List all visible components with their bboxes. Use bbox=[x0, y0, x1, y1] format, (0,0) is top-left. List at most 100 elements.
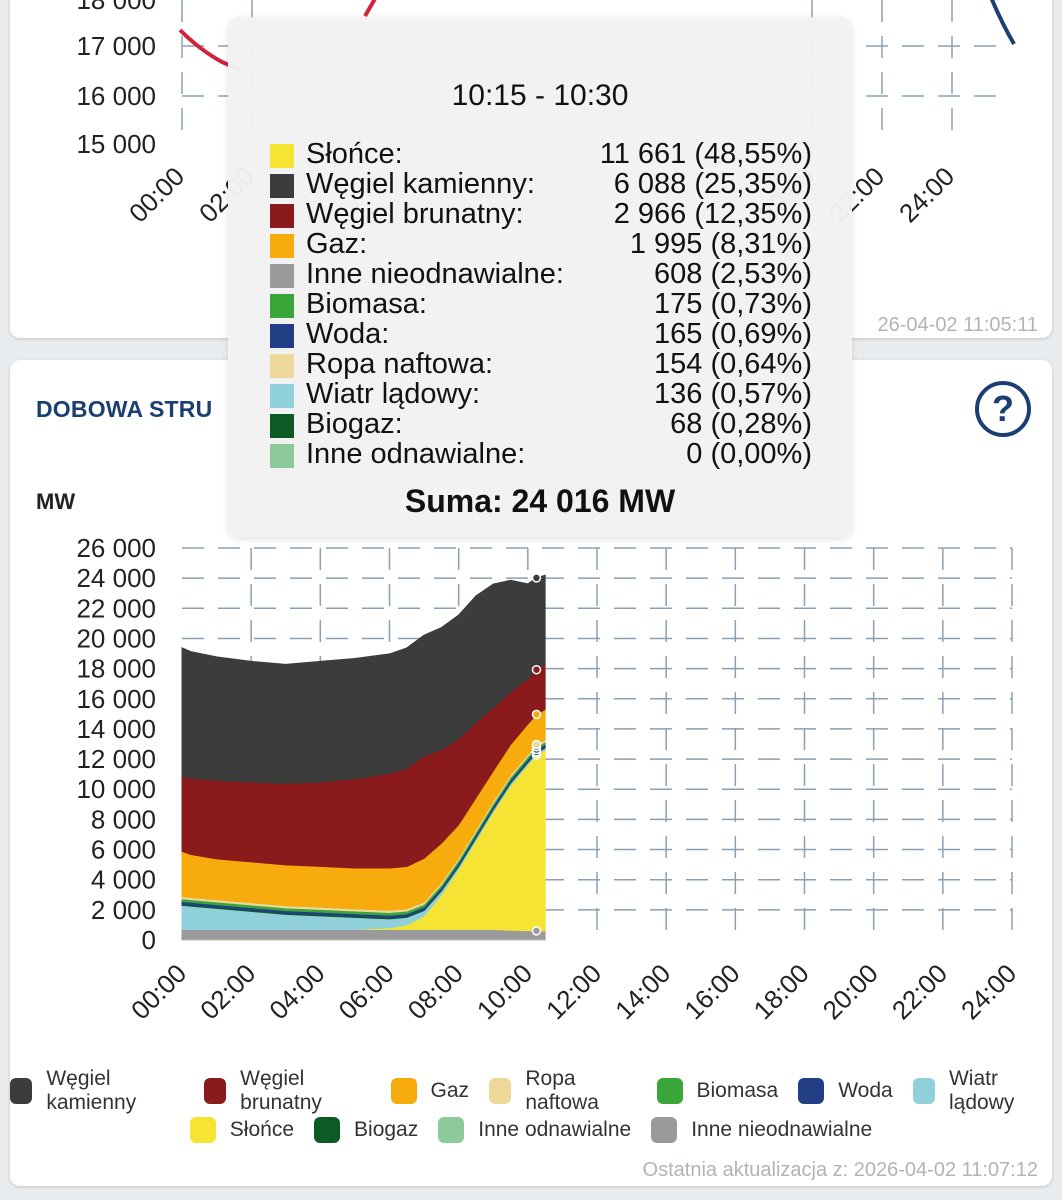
x-tick-label: 16:00 bbox=[678, 958, 745, 1025]
x-tick-label: 22:00 bbox=[886, 958, 953, 1025]
tooltip-row: Biogaz: 68 (0,28%) bbox=[270, 408, 812, 441]
legend-swatch bbox=[189, 1117, 216, 1143]
tooltip-source-value: 608 (2,53%) bbox=[654, 258, 812, 290]
legend-label: Biogaz bbox=[354, 1118, 419, 1141]
legend-item[interactable]: Gaz bbox=[390, 1078, 470, 1104]
tooltip-source-name: Wiatr lądowy: bbox=[306, 378, 481, 410]
tooltip-source-value: 11 661 (48,55%) bbox=[599, 138, 812, 170]
tooltip-source-name: Woda: bbox=[306, 318, 390, 350]
top-y-tick-label-clipped: 18 000 bbox=[76, 0, 156, 15]
x-tick-label: 18:00 bbox=[748, 958, 815, 1025]
tooltip-swatch bbox=[270, 234, 294, 258]
tooltip-swatch bbox=[270, 294, 294, 318]
top-series-line-navy bbox=[989, 0, 1016, 46]
tooltip-swatch bbox=[270, 174, 294, 198]
legend-swatch bbox=[203, 1078, 227, 1104]
y-tick-label: 10 000 bbox=[76, 774, 156, 804]
tooltip-source-value: 154 (0,64%) bbox=[654, 348, 812, 380]
tooltip-swatch bbox=[270, 384, 294, 408]
tooltip-row: Ropa naftowa: 154 (0,64%) bbox=[270, 348, 812, 381]
chart-tooltip: 10:15 - 10:30 Słońce: 11 661 (48,55%) Węgi… bbox=[228, 17, 852, 537]
legend-item[interactable]: Inne odnawialne bbox=[438, 1117, 631, 1143]
tooltip-source-name: Inne nieodnawialne: bbox=[306, 258, 564, 290]
tooltip-row: Woda: 165 (0,69%) bbox=[270, 318, 812, 351]
legend-swatch bbox=[912, 1078, 935, 1104]
tooltip-source-name: Biomasa: bbox=[306, 288, 427, 320]
tooltip-source-name: Inne odnawialne: bbox=[306, 438, 526, 470]
tooltip-row: Wiatr lądowy: 136 (0,57%) bbox=[270, 378, 812, 411]
legend-item[interactable]: Węgiel brunatny bbox=[203, 1067, 371, 1115]
x-tick-label: 10:00 bbox=[471, 958, 538, 1025]
area-inne-nieodnawialne[interactable] bbox=[181, 928, 546, 941]
tooltip-row: Gaz: 1 995 (8,31%) bbox=[270, 228, 812, 261]
legend-swatch bbox=[438, 1117, 465, 1143]
tooltip-source-value: 165 (0,69%) bbox=[654, 318, 812, 350]
y-tick-label: 20 000 bbox=[76, 623, 156, 653]
legend-item[interactable]: Ropa naftowa bbox=[489, 1067, 636, 1115]
top-series-line-red-right bbox=[363, 0, 377, 17]
y-tick-label: 14 000 bbox=[76, 714, 156, 744]
tooltip-swatch bbox=[270, 354, 294, 378]
legend-label: Gaz bbox=[430, 1079, 470, 1102]
tooltip-swatch bbox=[270, 444, 294, 468]
hover-marker bbox=[531, 739, 542, 750]
legend-label: Woda bbox=[838, 1079, 893, 1102]
top-y-tick-label: 17 000 bbox=[76, 31, 156, 61]
x-tick-label: 00:00 bbox=[125, 958, 192, 1025]
tooltip-source-value: 1 995 (8,31%) bbox=[629, 228, 812, 260]
legend-item[interactable]: Węgiel kamienny bbox=[10, 1067, 184, 1115]
legend-item[interactable]: Biomasa bbox=[656, 1078, 779, 1104]
tooltip-source-value: 136 (0,57%) bbox=[654, 378, 812, 410]
y-tick-label: 2 000 bbox=[91, 895, 156, 925]
legend-label: Inne nieodnawialne bbox=[691, 1118, 873, 1141]
legend-item[interactable]: Woda bbox=[798, 1078, 893, 1104]
tooltip-source-name: Węgiel kamienny: bbox=[306, 168, 535, 200]
tooltip-source-value: 6 088 (25,35%) bbox=[613, 168, 812, 200]
hover-marker bbox=[531, 926, 542, 936]
x-tick-label: 24:00 bbox=[955, 958, 1022, 1025]
legend-label: Słońce bbox=[229, 1118, 295, 1141]
tooltip-source-name: Węgiel brunatny: bbox=[306, 198, 524, 230]
y-tick-label: 6 000 bbox=[91, 835, 156, 865]
tooltip-source-value: 2 966 (12,35%) bbox=[613, 198, 812, 230]
x-tick-label: 14:00 bbox=[609, 958, 676, 1025]
chart-legend-row-2: Słońce Biogaz Inne odnawialne Inne nieodnaw… bbox=[0, 1117, 1062, 1143]
tooltip-row: Inne nieodnawialne: 608 (2,53%) bbox=[270, 258, 812, 291]
y-tick-label: 0 bbox=[142, 925, 156, 955]
legend-swatch bbox=[10, 1078, 33, 1104]
last-update-timestamp: Ostatnia aktualizacja z: 2026-04-02 11:0… bbox=[642, 1159, 1038, 1181]
x-tick-label: 12:00 bbox=[540, 958, 607, 1025]
legend-item[interactable]: Słońce bbox=[189, 1117, 295, 1143]
tooltip-swatch bbox=[270, 144, 294, 168]
y-tick-label: 16 000 bbox=[76, 684, 156, 714]
help-icon[interactable]: ? bbox=[975, 381, 1031, 437]
tooltip-time-range: 10:15 - 10:30 bbox=[451, 79, 629, 112]
area-węgiel-kamienny[interactable] bbox=[181, 574, 546, 785]
legend-label: Węgiel kamienny bbox=[46, 1067, 137, 1114]
legend-item[interactable]: Inne nieodnawialne bbox=[651, 1117, 872, 1143]
top-card-timestamp: 26-04-02 11:05:11 bbox=[877, 314, 1039, 336]
y-tick-label: 22 000 bbox=[76, 593, 156, 623]
tooltip-row: Węgiel brunatny: 2 966 (12,35%) bbox=[270, 198, 812, 231]
x-tick-label: 02:00 bbox=[194, 958, 261, 1025]
y-tick-label: 4 000 bbox=[91, 865, 156, 895]
x-tick-label: 08:00 bbox=[402, 958, 469, 1025]
legend-label: Węgiel brunatny bbox=[240, 1067, 322, 1114]
card-title: DOBOWA STRU bbox=[36, 396, 213, 422]
legend-swatch bbox=[656, 1078, 683, 1104]
tooltip-source-name: Ropa naftowa: bbox=[306, 348, 494, 380]
tooltip-source-value: 175 (0,73%) bbox=[654, 288, 812, 320]
legend-label: Biomasa bbox=[696, 1079, 779, 1102]
legend-label: Ropa naftowa bbox=[525, 1067, 599, 1114]
tooltip-row: Węgiel kamienny: 6 088 (25,35%) bbox=[270, 168, 812, 201]
tooltip-source-name: Biogaz: bbox=[306, 408, 403, 440]
legend-item[interactable]: Wiatr lądowy bbox=[912, 1067, 1052, 1115]
y-axis-unit: MW bbox=[36, 489, 76, 514]
tooltip-source-name: Gaz: bbox=[306, 228, 368, 260]
legend-swatch bbox=[314, 1117, 341, 1143]
tooltip-source-name: Słońce: bbox=[306, 138, 403, 170]
legend-item[interactable]: Biogaz bbox=[314, 1117, 418, 1143]
y-tick-label: 24 000 bbox=[76, 563, 156, 593]
legend-label: Inne odnawialne bbox=[478, 1118, 632, 1141]
